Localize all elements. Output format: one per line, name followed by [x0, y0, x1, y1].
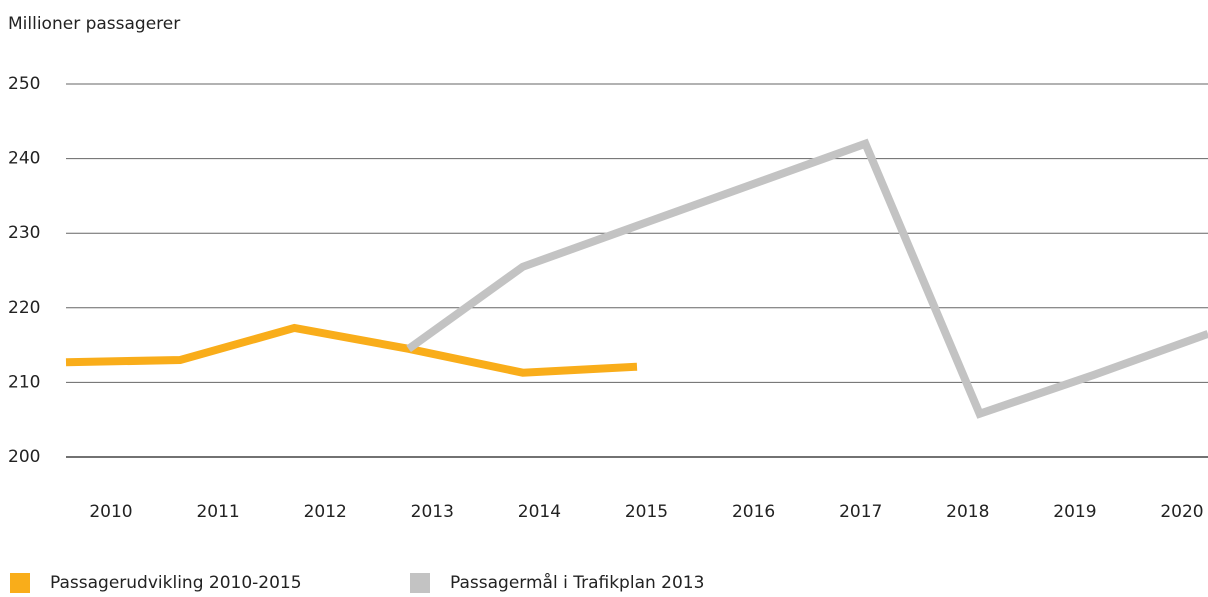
x-tick-label: 2013: [411, 502, 454, 522]
y-tick-label: 250: [8, 74, 40, 94]
legend-label: Passagermål i Trafikplan 2013: [450, 572, 704, 593]
y-tick-label: 200: [8, 447, 40, 467]
x-tick-label: 2012: [304, 502, 347, 522]
series-line: [406, 138, 1208, 419]
x-tick-label: 2010: [89, 502, 132, 522]
x-tick-label: 2015: [625, 502, 668, 522]
legend-label: Passagerudvikling 2010-2015: [50, 573, 302, 593]
series-line: [65, 323, 638, 377]
y-tick-label: 240: [8, 149, 40, 169]
y-axis-label: Millioner passagerer: [8, 14, 180, 34]
y-tick-label: 230: [8, 223, 40, 243]
x-tick-label: 2019: [1053, 502, 1096, 522]
legend-swatch: [410, 573, 430, 593]
x-tick-label: 2011: [196, 502, 239, 522]
x-tick-label: 2016: [732, 502, 775, 522]
x-tick-label: 2014: [518, 502, 561, 522]
x-tick-label: 2017: [839, 502, 882, 522]
x-tick-label: 2020: [1160, 502, 1203, 522]
y-tick-label: 220: [8, 298, 40, 318]
x-tick-label: 2018: [946, 502, 989, 522]
legend-swatch: [10, 573, 30, 593]
y-tick-label: 210: [8, 372, 40, 392]
